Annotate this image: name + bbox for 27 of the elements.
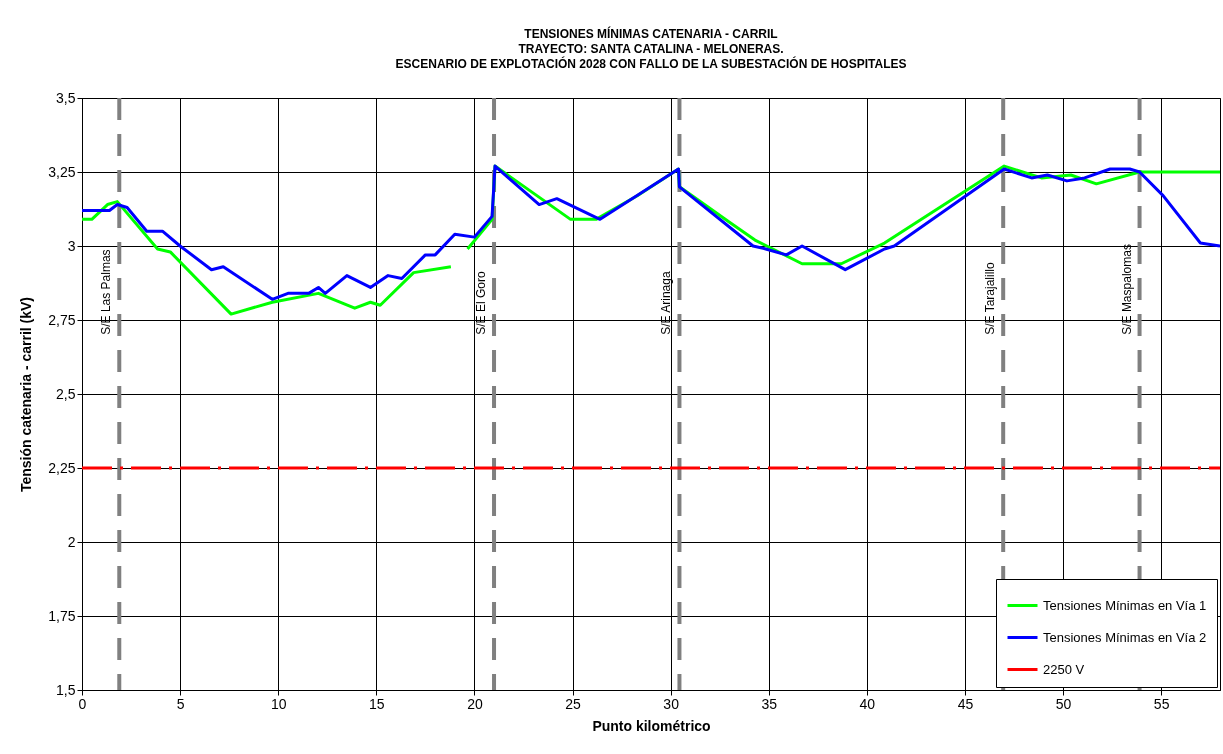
x-tick-label: 55 (1153, 695, 1170, 712)
chart-title: TENSIONES MÍNIMAS CATENARIA - CARRIL TRAYECTO: SANTA CATALINA - MELONERAS. ESCENARIO DE EXPLOTACIÓN 2028 CON FALLO DE LA SUBESTACIÓN DE HOSPITALES (395, 26, 907, 71)
x-tick-label: 25 (565, 695, 582, 712)
y-tick-label: 3,5 (56, 89, 76, 106)
y-tick-label: 3,25 (48, 163, 76, 180)
x-tick-label: 5 (176, 695, 185, 712)
x-tick-label: 15 (369, 695, 385, 712)
y-axis-title: Tensión catenaria - carril (kV) (18, 296, 35, 493)
x-tick-label: 35 (761, 695, 778, 712)
x-tick-label: 10 (270, 695, 287, 712)
x-tick-label: 50 (1055, 695, 1072, 712)
y-tick-label: 2,25 (48, 459, 76, 476)
x-tick-label: 45 (957, 695, 974, 712)
y-tick-label: 2 (67, 533, 76, 550)
y-tick-label: 2,5 (56, 385, 76, 402)
y-tick-label: 1,75 (48, 607, 76, 624)
legend-label: Tensiones Mínimas en Vía 2 (1043, 629, 1207, 645)
legend-label: 2250 V (1043, 661, 1085, 677)
y-tick-label: 3 (67, 237, 76, 254)
x-tick-label: 40 (859, 695, 876, 712)
x-axis-title: Punto kilométrico (592, 717, 711, 734)
x-tick-label: 20 (467, 695, 483, 712)
x-tick-label: 0 (78, 695, 87, 712)
y-tick-label: 1,5 (56, 681, 76, 698)
legend-label: Tensiones Mínimas en Vía 1 (1043, 597, 1207, 613)
x-tick-label: 30 (663, 695, 680, 712)
y-tick-label: 2,75 (48, 311, 76, 328)
